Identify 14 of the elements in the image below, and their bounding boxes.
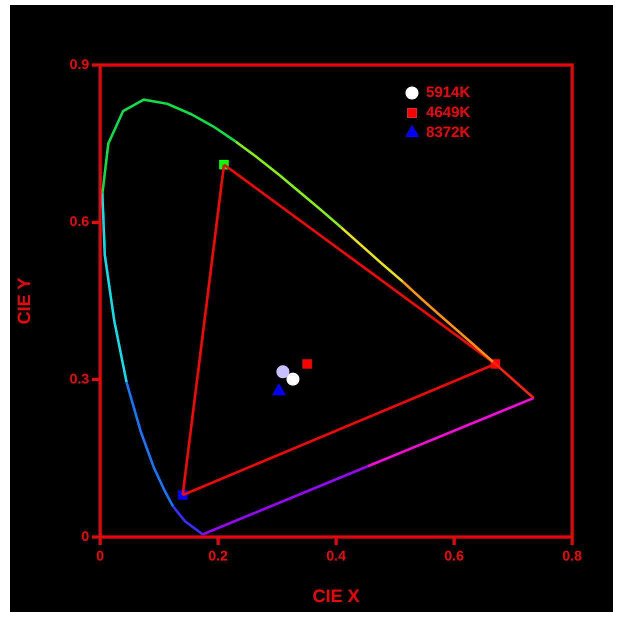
- x-tick-label: 0: [96, 547, 104, 564]
- x-tick-label: 0.8: [562, 547, 582, 564]
- y-tick-label: 0.3: [70, 370, 90, 387]
- y-axis-title: CIE Y: [14, 278, 34, 324]
- legend-label: 5914K: [426, 84, 470, 102]
- x-tick-label: 0.2: [208, 547, 228, 564]
- legend-label: 8372K: [426, 124, 470, 142]
- x-tick-label: 0.4: [326, 547, 346, 564]
- x-axis-title: CIE X: [312, 586, 360, 606]
- y-tick-label: 0.9: [70, 56, 90, 72]
- y-tick-label: 0: [81, 528, 90, 544]
- y-tick-label: 0.6: [70, 213, 90, 230]
- x-tick-label: 0.6: [444, 547, 464, 564]
- legend-label: 4649K: [426, 104, 470, 122]
